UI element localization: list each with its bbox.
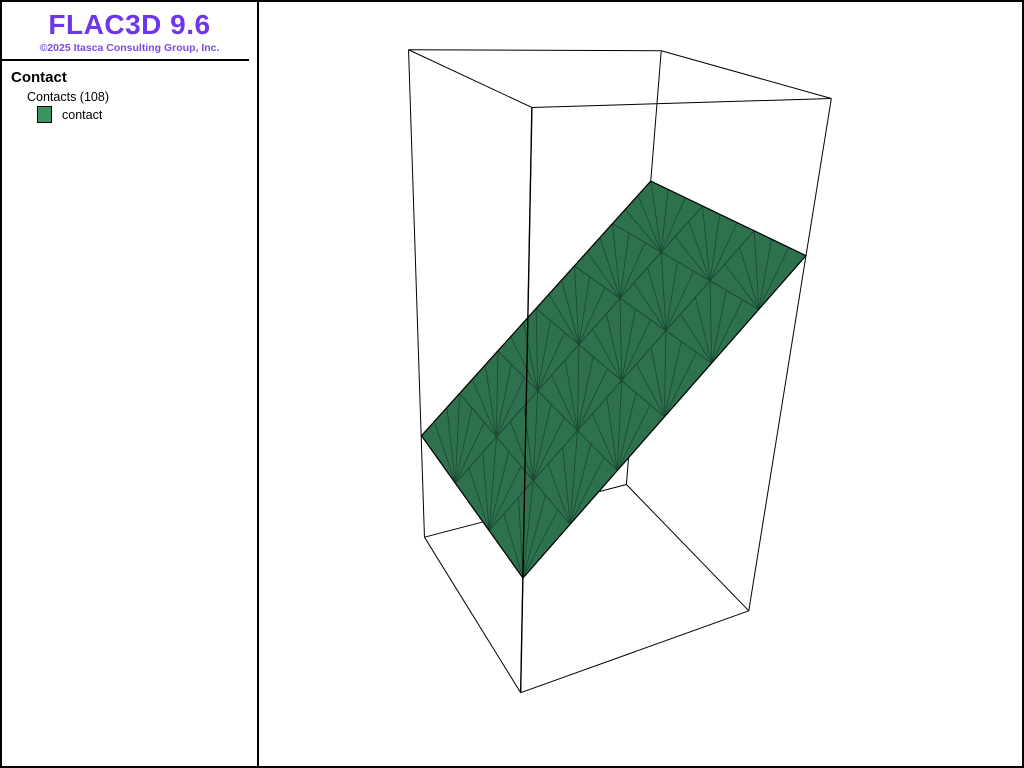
- legend-section-title: Contact: [11, 69, 67, 86]
- contact-plane: [420, 180, 807, 579]
- legend-group-label: Contacts (108): [27, 90, 109, 104]
- contact-color-swatch: [37, 106, 52, 123]
- legend-panel: FLAC3D 9.6 ©2025 Itasca Consulting Group…: [2, 2, 259, 766]
- app-copyright: ©2025 Itasca Consulting Group, Inc.: [39, 42, 220, 54]
- legend-item-contact: contact: [37, 106, 257, 123]
- legend-separator: [2, 59, 249, 61]
- legend-item-label: contact: [62, 107, 103, 122]
- box-front-edge: [519, 107, 533, 693]
- app-title: FLAC3D 9.6: [48, 9, 211, 40]
